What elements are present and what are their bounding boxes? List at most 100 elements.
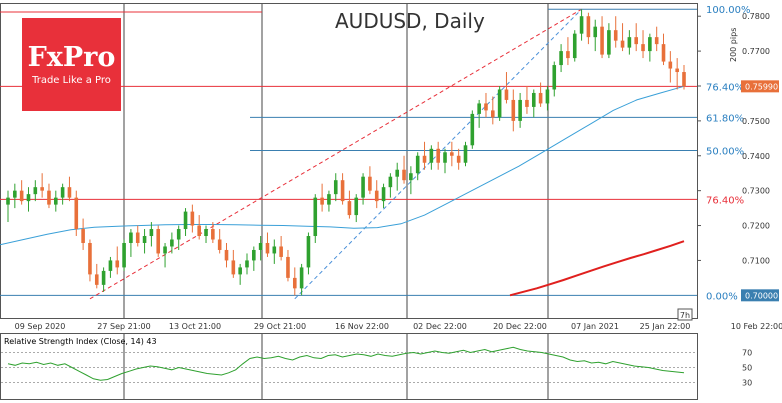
candle-body	[40, 187, 44, 191]
candle-body	[129, 232, 133, 243]
ma-red-line	[509, 240, 685, 297]
candle-body	[101, 270, 106, 285]
candle-body	[306, 236, 311, 268]
candle-body	[33, 187, 38, 195]
candle-body	[108, 260, 113, 271]
candle-body	[368, 176, 372, 191]
candle-body	[566, 51, 570, 59]
fib-level-label: 76.40%	[706, 82, 744, 93]
fib-level-label: 61.80%	[706, 113, 744, 124]
candle-body	[395, 169, 400, 177]
candle-body	[484, 103, 488, 111]
candle-body	[450, 152, 454, 156]
candle-body	[135, 232, 140, 243]
candle-body	[600, 26, 604, 55]
candle-body	[163, 246, 167, 254]
candle-body	[593, 26, 598, 38]
time-marker: 7h	[680, 311, 690, 320]
price-tick-label: 0.7100	[742, 256, 770, 265]
price-tick-label: 0.7800	[742, 12, 770, 21]
candle-body	[409, 173, 413, 181]
candle-body	[279, 246, 283, 257]
candle-body	[634, 37, 639, 45]
candle-body	[156, 229, 161, 254]
level-tag-label: 0.70000	[745, 291, 778, 300]
candle-body	[245, 260, 249, 268]
time-tick-label: 27 Sep 21:00	[97, 322, 150, 331]
time-marker-box	[677, 308, 693, 321]
candle-body	[422, 155, 427, 163]
candle-body	[258, 242, 263, 250]
candle-body	[340, 180, 345, 202]
candle-body	[504, 89, 509, 100]
candle-body	[115, 260, 120, 268]
candle-body	[292, 277, 297, 289]
time-tick-label: 10 Feb 22:00	[731, 322, 782, 331]
time-tick-label: 16 Nov 22:00	[335, 322, 389, 331]
candle-body	[374, 190, 379, 202]
current-price-label: 0.75990	[745, 82, 778, 91]
logo-tagline: Trade Like a Pro	[32, 75, 111, 86]
candle-body	[333, 180, 338, 195]
candle-body	[388, 176, 393, 188]
time-tick-label: 13 Oct 21:00	[169, 322, 221, 331]
candle-body	[661, 44, 666, 62]
fxpro-logo: FxPro Trade Like a Pro	[22, 18, 121, 111]
candle-body	[456, 155, 461, 163]
fib-level-label: 100.00%	[706, 5, 751, 16]
time-tick-label: 20 Dec 22:00	[493, 322, 547, 331]
support-level-label: 76.40%	[706, 195, 744, 206]
candle-body	[627, 37, 632, 48]
rsi-tick-label: 30	[742, 379, 752, 388]
candle-body	[361, 176, 365, 198]
candle-body	[19, 190, 24, 202]
candle-body	[538, 92, 543, 104]
candle-body	[402, 169, 406, 181]
candle-body	[613, 30, 618, 41]
candle-body	[320, 197, 324, 205]
candle-body	[552, 65, 557, 90]
candle-body	[26, 194, 31, 202]
current-price-tag	[741, 80, 779, 93]
candle-body	[354, 197, 359, 216]
pips-annotation: 200 pips	[729, 28, 738, 62]
candle-body	[204, 229, 208, 237]
candle-body	[620, 40, 625, 48]
candle-body	[511, 99, 516, 121]
candle-body	[668, 61, 673, 69]
candle-body	[6, 197, 10, 205]
candle-body	[149, 229, 154, 237]
candle-body	[347, 201, 352, 216]
candle-body	[436, 148, 440, 163]
price-tick-label: 0.7200	[742, 222, 770, 231]
price-tick-label: 0.7500	[742, 117, 770, 126]
candle-body	[74, 197, 79, 230]
candle-body	[648, 37, 652, 52]
candle-body	[197, 225, 201, 237]
candle-body	[81, 229, 85, 243]
rsi-tick-label: 50	[742, 364, 752, 373]
candle-body	[211, 229, 215, 240]
candle-body	[579, 16, 584, 34]
rsi-line	[7, 346, 685, 381]
candle-body	[88, 242, 92, 275]
candle-body	[183, 211, 188, 230]
candle-body	[122, 242, 126, 268]
candle-body	[470, 113, 475, 146]
candle-body	[47, 190, 51, 205]
rsi-tick-label: 70	[742, 349, 752, 358]
level-tag	[741, 289, 779, 302]
time-tick-label: 29 Oct 21:00	[254, 322, 306, 331]
candle-body	[463, 145, 468, 163]
candle-body	[190, 211, 195, 226]
rsi-panel	[0, 333, 698, 400]
candle-body	[224, 249, 229, 261]
ma-blue-line	[0, 85, 685, 246]
candle-body	[13, 190, 17, 198]
time-tick-label: 07 Jan 2021	[571, 322, 619, 331]
candle-body	[176, 229, 181, 240]
candle-body	[654, 37, 659, 45]
candle-body	[586, 16, 591, 38]
time-tick-label: 02 Dec 22:00	[413, 322, 467, 331]
